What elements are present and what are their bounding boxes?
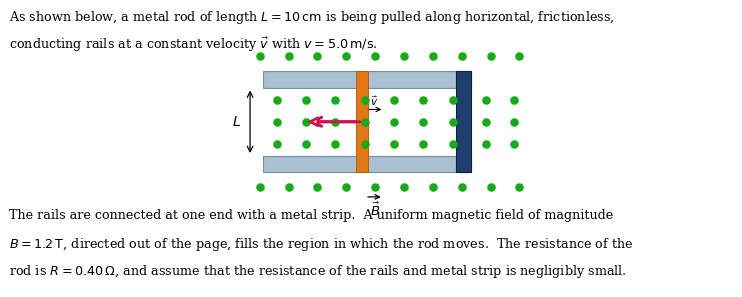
Text: $\vec{v}$: $\vec{v}$	[370, 94, 378, 108]
Bar	[263, 71, 471, 172]
Point	[388, 141, 400, 146]
Point	[370, 54, 381, 59]
Point	[447, 141, 459, 146]
Point	[341, 185, 352, 189]
Point	[480, 119, 492, 124]
Point	[508, 97, 520, 102]
Point	[300, 97, 312, 102]
Point	[447, 119, 459, 124]
Point	[485, 185, 496, 189]
Point	[271, 141, 283, 146]
Point	[508, 141, 520, 146]
Point	[329, 141, 341, 146]
Point	[485, 54, 496, 59]
Point	[300, 119, 312, 124]
Point	[271, 97, 283, 102]
Point	[359, 119, 371, 124]
Point	[388, 119, 400, 124]
Point	[513, 185, 525, 189]
Point	[254, 54, 266, 59]
Point	[427, 54, 439, 59]
Point	[480, 97, 492, 102]
Bar	[356, 71, 368, 172]
Point	[398, 185, 410, 189]
Point	[271, 119, 283, 124]
Point	[329, 97, 341, 102]
Point	[341, 54, 352, 59]
Text: $L$: $L$	[232, 115, 241, 129]
Text: $B = 1.2\,\mathrm{T}$, directed out of the page, fills the region in which the r: $B = 1.2\,\mathrm{T}$, directed out of t…	[9, 236, 634, 253]
Point	[417, 141, 429, 146]
Point	[427, 185, 439, 189]
Point	[300, 141, 312, 146]
Point	[508, 119, 520, 124]
Point	[447, 97, 459, 102]
Point	[312, 54, 324, 59]
Text: The rails are connected at one end with a metal strip.  A uniform magnetic field: The rails are connected at one end with …	[9, 209, 613, 222]
Point	[359, 141, 371, 146]
Point	[456, 54, 467, 59]
Point	[388, 97, 400, 102]
Point	[283, 54, 295, 59]
Text: $\vec{B}$: $\vec{B}$	[370, 202, 380, 219]
Point	[417, 97, 429, 102]
Point	[480, 141, 492, 146]
Point	[398, 54, 410, 59]
Point	[312, 185, 324, 189]
Point	[370, 185, 381, 189]
Point	[283, 185, 295, 189]
Bar	[263, 71, 471, 88]
Bar	[263, 156, 471, 172]
Point	[254, 185, 266, 189]
Point	[513, 54, 525, 59]
Text: rod is $R = 0.40\,\Omega$, and assume that the resistance of the rails and metal: rod is $R = 0.40\,\Omega$, and assume th…	[9, 263, 627, 280]
Bar	[456, 71, 471, 172]
Point	[329, 119, 341, 124]
Point	[359, 97, 371, 102]
Text: conducting rails at a constant velocity $\vec{v}$ with $v = 5.0\,\mathrm{m/s}$.: conducting rails at a constant velocity …	[9, 36, 378, 54]
Point	[456, 185, 467, 189]
Point	[417, 119, 429, 124]
Text: As shown below, a metal rod of length $L = 10\,\mathrm{cm}$ is being pulled alon: As shown below, a metal rod of length $L…	[9, 9, 614, 26]
